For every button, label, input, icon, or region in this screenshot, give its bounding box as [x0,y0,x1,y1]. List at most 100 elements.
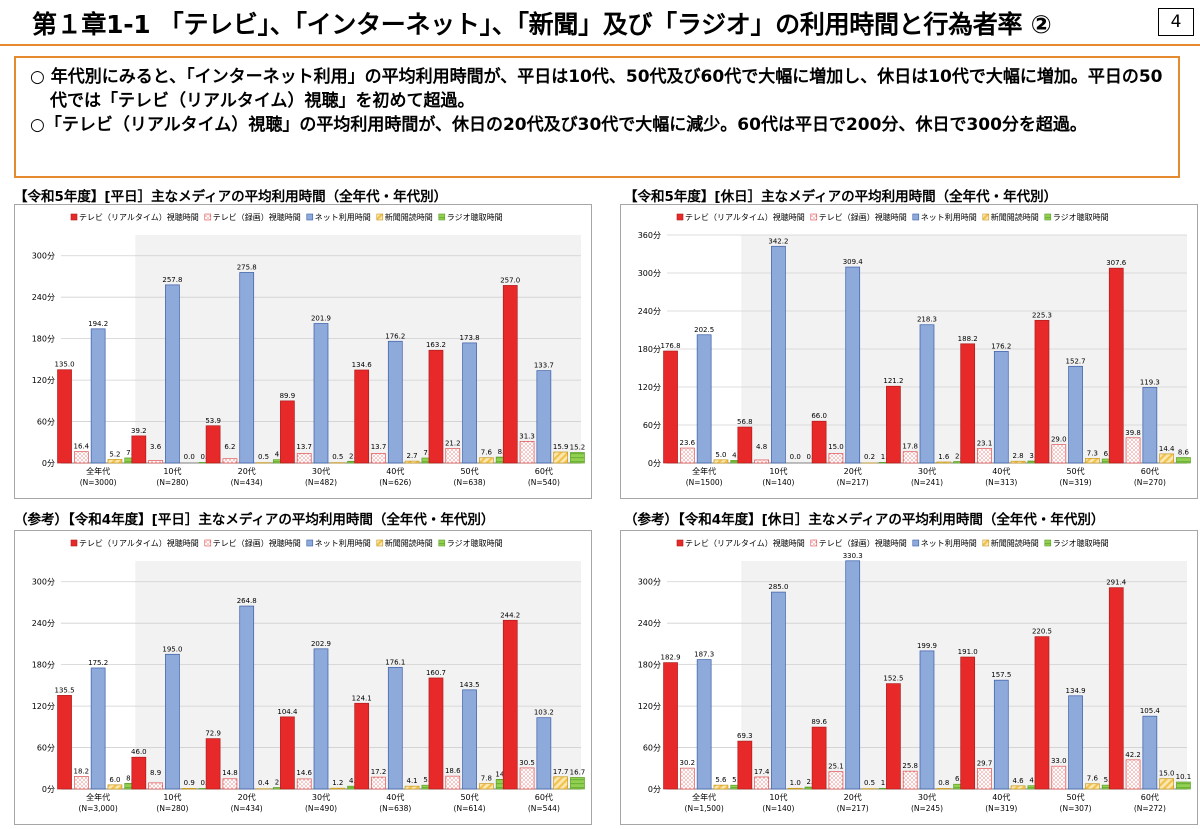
legend-swatch-newspaper [376,213,384,221]
data-label-internet: 173.8 [460,334,480,342]
data-label-internet: 285.0 [768,583,788,591]
x-sample-size: (N=280) [156,478,188,487]
x-sample-size: (N=434) [231,804,263,813]
legend-swatch-newspaper [376,539,384,547]
bar-radio [1176,781,1191,790]
bar-tv-realtime [886,385,901,464]
legend-swatch-tv-recorded [810,539,818,547]
bar-internet [165,284,180,464]
x-tick-label: 50代 [1066,466,1084,476]
data-label-tv-realtime: 244.2 [500,611,520,619]
x-sample-size: (N=217) [837,478,869,487]
data-label-newspaper: 1.0 [790,779,801,787]
data-label-tv-realtime: 307.6 [1106,259,1127,267]
title-underline [0,44,1200,46]
data-label-radio: 16.7 [570,768,586,776]
data-label-newspaper: 7.6 [1087,775,1099,783]
x-tick-label: 全年代 [86,466,110,476]
x-tick-label: 30代 [918,466,936,476]
data-label-tv-recorded: 25.1 [828,763,844,771]
y-tick-label: 300分 [32,252,55,261]
y-tick-label: 0分 [648,785,661,794]
bar-tv-realtime [811,420,827,464]
legend-label-tv-realtime: テレビ（リアルタイム）視聴時間 [685,212,805,222]
legend-label-radio: ラジオ聴取時間 [1053,212,1109,222]
bar-radio [570,452,585,464]
data-label-newspaper: 6.0 [109,776,120,784]
data-label-tv-realtime: 89.9 [280,392,296,400]
x-tick-label: 10代 [163,792,181,802]
y-tick-label: 180分 [32,335,55,344]
data-label-newspaper: 7.6 [481,449,493,457]
chart-panel-r5-weekday: 0分 60分 120分 180分 240分 300分 テレビ（リアルタイム）視聴時間 テレビ（… [14,204,592,499]
data-label-tv-realtime: 188.2 [958,335,978,343]
page-number: 4 [1158,8,1194,36]
x-sample-size: (N=313) [985,478,1017,487]
data-label-tv-recorded: 21.2 [445,439,461,447]
bar-newspaper [1010,785,1026,790]
bar-tv-recorded [754,776,769,790]
x-tick-label: 20代 [844,792,862,802]
y-tick-label: 60分 [643,744,661,753]
data-label-tv-realtime: 134.6 [352,361,373,369]
data-label-tv-realtime: 135.0 [55,361,75,369]
data-label-internet: 202.5 [694,326,714,334]
data-label-newspaper: 0.8 [938,779,949,787]
y-tick-label: 120分 [32,376,55,385]
data-label-tv-realtime: 225.3 [1032,311,1052,319]
x-tick-label: 全年代 [86,792,110,802]
x-tick-label: 30代 [312,466,330,476]
data-label-newspaper: 5.6 [715,776,727,784]
data-label-internet: 105.4 [1140,707,1161,715]
data-label-tv-recorded: 23.1 [977,439,993,447]
chart-title-r4-holiday: （参考）【令和4年度】[休日］主なメディアの平均利用時間（全年代・年代別） [624,512,1105,528]
data-label-internet: 152.7 [1066,357,1086,365]
x-sample-size: (N=3,000) [79,804,118,813]
data-label-internet: 264.8 [237,597,257,605]
bar-tv-realtime [737,426,753,464]
chart-r5-weekday: 0分 60分 120分 180分 240分 300分 テレビ（リアルタイム）視聴時間 テレビ（… [32,212,586,487]
legend-label-newspaper: 新聞閲読時間 [991,212,1039,222]
data-label-internet: 143.5 [460,681,480,689]
bar-newspaper [1159,453,1175,464]
chart-panel-r5-holiday: 0分 60分 120分 180分 240分 300分 360分 テレビ（リアルタイム）視聴時間… [620,204,1198,499]
data-label-radio: 10.1 [1176,773,1192,781]
data-label-internet: 202.9 [311,640,331,648]
bar-newspaper [479,457,494,464]
bar-tv-realtime [737,740,753,790]
bar-tv-realtime [354,369,370,464]
bar-internet [993,679,1009,790]
legend-swatch-tv-realtime [70,539,78,547]
legend-label-newspaper: 新聞閲読時間 [385,212,433,222]
legend-label-internet: ネット利用時間 [315,538,371,548]
x-tick-label: 60代 [535,792,553,802]
x-tick-label: 20代 [238,466,256,476]
bar-newspaper [330,787,346,790]
y-tick-label: 120分 [638,702,661,711]
x-tick-label: 10代 [769,466,787,476]
data-label-tv-recorded: 8.9 [150,769,161,777]
x-tick-label: 30代 [312,792,330,802]
data-label-tv-recorded: 13.7 [371,443,387,451]
data-label-tv-realtime: 46.0 [131,748,147,756]
data-label-tv-realtime: 89.6 [811,718,827,726]
bar-internet [845,266,861,464]
bar-tv-realtime [1108,267,1124,464]
data-label-tv-recorded: 23.6 [680,439,696,447]
legend-swatch-internet [306,213,314,221]
bar-newspaper [107,784,123,790]
data-label-tv-recorded: 30.2 [680,759,696,767]
legend-label-internet: ネット利用時間 [921,212,977,222]
x-sample-size: (N=270) [1134,478,1166,487]
bar-tv-recorded [445,775,461,790]
bar-newspaper [1010,460,1026,464]
legend-label-tv-realtime: テレビ（リアルタイム）視聴時間 [79,538,199,548]
bar-internet [919,324,935,464]
data-label-tv-realtime: 56.8 [737,418,753,426]
bar-newspaper [553,451,569,464]
chart-title-r4-weekday: （参考）【令和4年度】[平日］主なメディアの平均利用時間（全年代・年代別） [14,512,495,528]
x-tick-label: 40代 [386,466,404,476]
x-tick-label: 30代 [918,792,936,802]
y-tick-label: 60分 [643,421,661,430]
data-label-tv-recorded: 25.8 [902,762,918,770]
